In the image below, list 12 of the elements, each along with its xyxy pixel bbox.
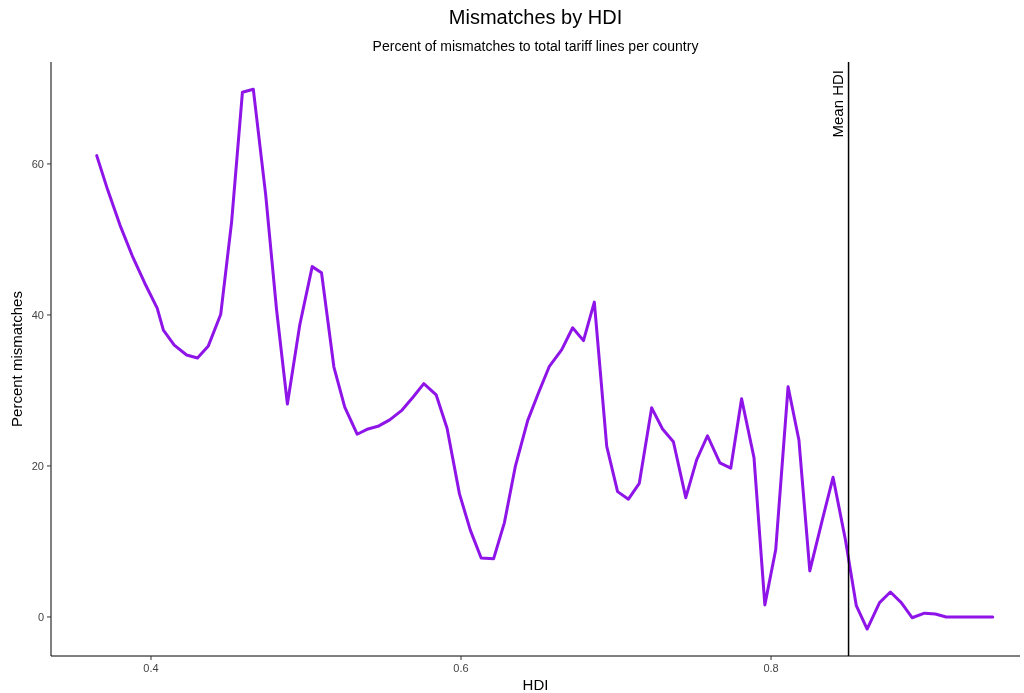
x-tick-label: 0.6 [453, 662, 469, 674]
x-tick-label: 0.4 [143, 662, 159, 674]
ref-line-label: Mean HDI [828, 70, 846, 138]
x-tick-label: 0.8 [763, 662, 779, 674]
y-axis-title: Percent mismatches [8, 291, 25, 427]
x-axis-title: HDI [522, 676, 549, 693]
chart-title: Mismatches by HDI [448, 6, 623, 28]
chart-subtitle: Percent of mismatches to total tariff lines per country [372, 38, 699, 54]
y-tick-label: 60 [31, 157, 44, 170]
y-tick-label: 40 [31, 308, 44, 321]
y-tick-label: 20 [31, 459, 44, 472]
y-tick-label: 0 [37, 610, 44, 623]
